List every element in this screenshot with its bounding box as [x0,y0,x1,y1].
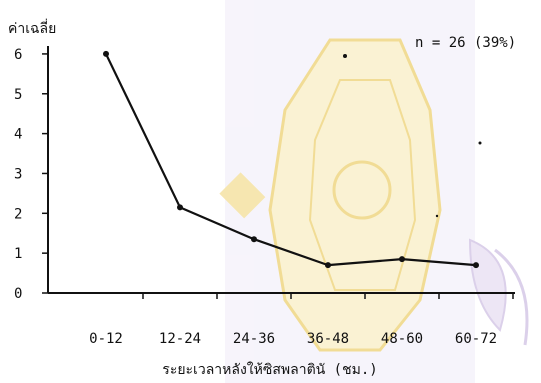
x-tick-label: 48-60 [381,331,423,347]
y-tick-label: 6 [14,47,22,63]
x-tick-label: 24-36 [233,331,275,347]
y-tick-label: 3 [14,166,22,182]
speck-dot [435,214,439,218]
data-point [473,262,479,269]
data-point [177,204,183,211]
x-tick-label: 36-48 [307,331,349,347]
y-tick-label: 2 [14,206,22,222]
y-tick-label: 1 [14,246,22,262]
data-point [103,50,109,57]
y-tick-label: 4 [14,127,22,143]
speck-dot [343,54,347,58]
data-point [399,256,405,263]
data-point-group [103,50,479,269]
x-tick-label: 60-72 [455,331,497,347]
data-point [251,236,257,243]
annotation-n: n = 26 (39%) [415,35,516,51]
speck-dot [478,141,482,145]
y-axis-label: ค่าเฉลี่ย [8,19,56,37]
x-tick-label: 12-24 [159,331,201,347]
y-tick-label: 0 [14,286,22,302]
x-tick-group: 0-12 12-24 24-36 36-48 48-60 60-72 [89,293,514,347]
data-point [325,262,331,269]
x-tick-label: 0-12 [89,331,123,347]
series-line [105,53,477,267]
y-tick-label: 5 [14,87,22,103]
y-tick-group: 0 1 2 3 4 5 6 [14,47,48,302]
x-axis-label: ระยะเวลาหลังให้ซิสพลาตินั (ชม.) [162,361,377,378]
